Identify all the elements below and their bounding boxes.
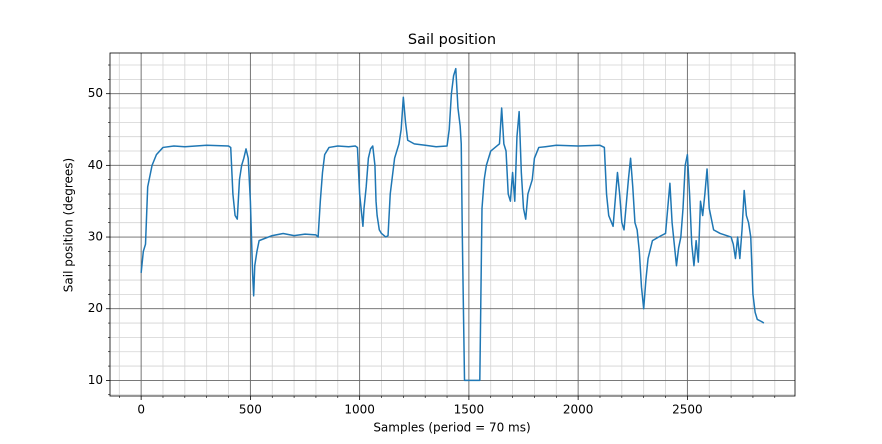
y-tick-label: 50 (88, 86, 103, 100)
y-tick-label: 20 (88, 301, 103, 315)
y-tick-label: 40 (88, 158, 103, 172)
y-tick-label: 10 (88, 373, 103, 387)
x-tick-label: 500 (239, 403, 262, 417)
x-tick-label: 1500 (454, 403, 485, 417)
plot-frame (109, 52, 796, 397)
x-tick-label: 1000 (344, 403, 375, 417)
x-tick-label: 0 (137, 403, 145, 417)
chart-title: Sail position (408, 32, 496, 48)
x-tick-label: 2000 (563, 403, 594, 417)
data-line (140, 67, 765, 382)
y-axis-label: Sail position (degrees) (62, 158, 76, 292)
x-tick-label: 2500 (672, 403, 703, 417)
x-axis-label: Samples (period = 70 ms) (373, 421, 530, 435)
y-tick-label: 30 (88, 230, 103, 244)
